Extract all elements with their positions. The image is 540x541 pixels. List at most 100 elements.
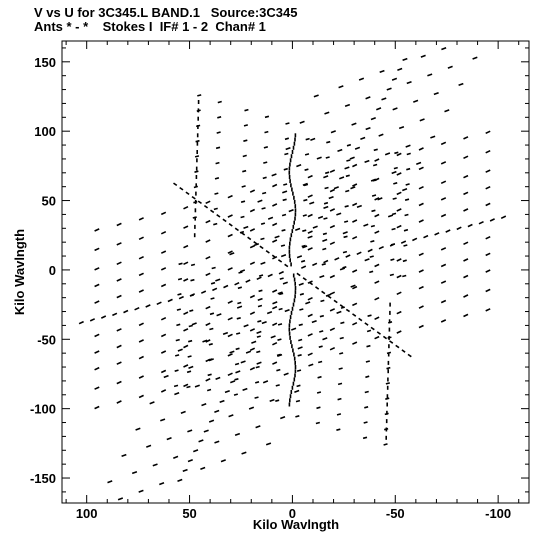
uv-point xyxy=(177,277,183,281)
uv-point xyxy=(262,176,267,180)
uv-point xyxy=(374,316,380,321)
uv-point xyxy=(134,306,140,311)
uv-point xyxy=(372,163,378,167)
uv-point xyxy=(307,352,313,357)
uv-point xyxy=(376,331,381,335)
uv-point xyxy=(322,247,327,251)
uv-point xyxy=(389,273,394,277)
uv-point xyxy=(337,382,343,386)
uv-point xyxy=(228,223,233,227)
uv-point xyxy=(386,87,392,91)
uv-point xyxy=(282,198,287,202)
uv-point xyxy=(272,183,278,188)
uv-point xyxy=(138,355,144,360)
uv-point xyxy=(175,354,180,357)
uv-point xyxy=(212,287,218,292)
y-tick-label: 50 xyxy=(42,194,56,209)
uv-point xyxy=(337,397,342,401)
uv-point xyxy=(387,214,394,218)
uv-point xyxy=(363,223,369,227)
uv-point xyxy=(183,205,189,210)
uv-point xyxy=(173,182,178,187)
uv-point xyxy=(365,126,371,131)
uv-point xyxy=(160,333,167,338)
uv-point xyxy=(249,261,256,266)
uv-point xyxy=(329,241,336,246)
uv-point xyxy=(345,174,350,178)
uv-point xyxy=(185,191,190,196)
uv-point xyxy=(377,197,383,201)
uv-point xyxy=(463,294,469,298)
uv-point xyxy=(370,240,375,243)
uv-point xyxy=(364,322,369,326)
uv-point xyxy=(456,226,462,231)
uv-point xyxy=(167,298,173,303)
y-tick-label: 100 xyxy=(34,124,56,139)
uv-point xyxy=(485,185,491,190)
uv-point xyxy=(418,185,424,190)
uv-point xyxy=(330,130,336,134)
uv-point xyxy=(272,301,278,305)
uv-point xyxy=(296,164,302,168)
uv-point xyxy=(188,339,193,343)
uv-point xyxy=(337,148,343,153)
uv-point xyxy=(396,258,402,262)
uv-point xyxy=(191,195,196,200)
uv-point xyxy=(440,263,447,268)
uv-point xyxy=(307,296,313,301)
uv-point xyxy=(440,180,447,185)
uv-point xyxy=(334,257,340,261)
uv-point xyxy=(249,328,256,332)
uv-point xyxy=(243,225,249,230)
uv-point xyxy=(216,131,221,134)
uv-point xyxy=(249,189,256,193)
uv-point xyxy=(160,211,167,216)
uv-point xyxy=(333,299,338,304)
uv-point xyxy=(240,215,245,219)
uv-point xyxy=(256,361,262,365)
uv-point xyxy=(116,380,122,385)
uv-point xyxy=(138,339,144,343)
uv-point xyxy=(138,489,144,493)
uv-point xyxy=(260,237,265,241)
uv-point xyxy=(210,281,216,285)
uv-point xyxy=(138,272,144,277)
uv-point xyxy=(396,330,402,334)
uv-point xyxy=(176,308,181,311)
uv-point xyxy=(205,272,211,277)
uv-point xyxy=(138,394,144,399)
uv-point xyxy=(418,305,424,309)
uv-point xyxy=(441,46,447,51)
uv-point xyxy=(343,235,348,239)
uv-point xyxy=(396,291,402,296)
uv-point xyxy=(346,143,352,147)
uv-point xyxy=(160,350,167,354)
uv-point xyxy=(284,263,289,268)
uv-point xyxy=(234,378,239,381)
uv-point xyxy=(350,284,356,288)
uv-point xyxy=(116,242,122,246)
uv-point xyxy=(227,233,233,238)
uv-point xyxy=(300,265,307,269)
uv-point xyxy=(229,350,235,354)
plot-frame xyxy=(61,40,530,504)
uv-point xyxy=(390,258,395,261)
uv-point xyxy=(485,252,491,257)
uv-point xyxy=(489,218,495,222)
uv-point xyxy=(365,96,371,100)
uv-point xyxy=(371,209,376,213)
uv-point xyxy=(342,231,348,235)
uv-point xyxy=(264,115,270,119)
uv-point xyxy=(265,442,272,446)
uv-point xyxy=(194,155,200,158)
uv-point xyxy=(365,375,370,379)
uv-point xyxy=(336,212,342,216)
uv-point xyxy=(374,230,380,234)
uv-point xyxy=(215,278,221,282)
y-axis-title: Kilo Wavlngth xyxy=(12,229,27,315)
uv-point xyxy=(418,219,424,223)
uv-point xyxy=(236,305,243,309)
uv-point xyxy=(366,329,372,333)
uv-point xyxy=(378,133,384,137)
y-tick-label: 0 xyxy=(49,263,56,278)
